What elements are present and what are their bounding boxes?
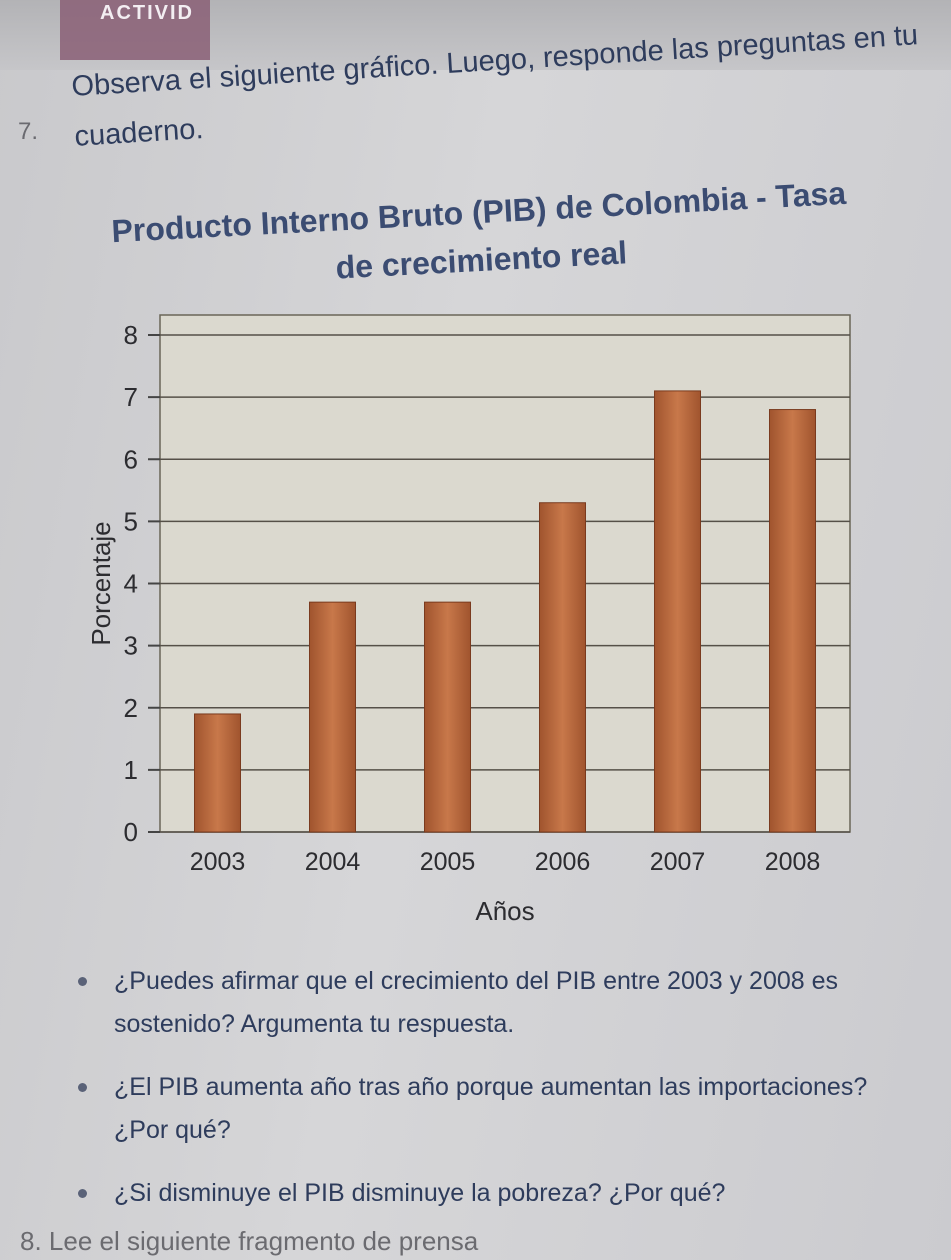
bullet-icon — [78, 1083, 87, 1092]
question-text: ¿Si disminuye el PIB disminuye la pobrez… — [114, 1179, 726, 1207]
question-item: ¿Puedes afirmar que el crecimiento del P… — [78, 960, 918, 1046]
y-tick-label: 1 — [124, 755, 138, 785]
y-tick-label: 0 — [124, 817, 138, 847]
question-text: ¿El PIB aumenta año tras año porque aume… — [114, 1073, 868, 1144]
y-tick-label: 6 — [124, 444, 138, 474]
y-tick-label: 4 — [124, 569, 138, 599]
header-band: ACTIVID — [0, 0, 951, 70]
bar-chart: 0 1 2 3 4 5 6 7 8 2003 2004 2005 2006 2007 2008 Años Por… — [86, 314, 851, 926]
y-tick-label: 5 — [124, 506, 138, 536]
question-item: ¿Si disminuye el PIB disminuye la pobrez… — [78, 1172, 918, 1215]
activity-tab — [60, 0, 210, 60]
bar-2003 — [194, 713, 241, 833]
y-tick-label: 2 — [124, 693, 138, 723]
activity-label: ACTIVID — [100, 2, 194, 24]
bullet-icon — [78, 977, 87, 986]
x-axis-label: Años — [475, 896, 534, 926]
question-list: ¿Puedes afirmar que el crecimiento del P… — [78, 960, 918, 1235]
question-text: ¿Puedes afirmar que el crecimiento del P… — [114, 967, 839, 1038]
bar-2008 — [769, 409, 816, 833]
x-tick-label: 2006 — [535, 848, 591, 876]
y-tick-label: 8 — [124, 320, 138, 350]
next-exercise-heading: 8. Lee el siguiente fragmento de prensa — [20, 1226, 479, 1256]
x-tick-label: 2007 — [650, 848, 706, 876]
bar-2004 — [309, 601, 356, 833]
exercise-number: 7. — [18, 118, 39, 145]
question-item: ¿El PIB aumenta año tras año porque aume… — [78, 1066, 918, 1152]
x-tick-label: 2005 — [420, 848, 476, 876]
bullet-icon — [78, 1189, 87, 1198]
bar-2005 — [424, 601, 471, 833]
x-tick-label: 2004 — [305, 848, 361, 876]
x-tick-label: 2003 — [190, 848, 246, 876]
plot-area — [159, 314, 851, 833]
x-tick-label: 2008 — [765, 848, 821, 876]
bar-2007 — [654, 390, 701, 833]
y-tick-label: 7 — [124, 382, 138, 412]
y-tick-label: 3 — [124, 631, 138, 661]
bar-2006 — [539, 502, 586, 833]
y-axis-label: Porcentaje — [86, 521, 116, 645]
